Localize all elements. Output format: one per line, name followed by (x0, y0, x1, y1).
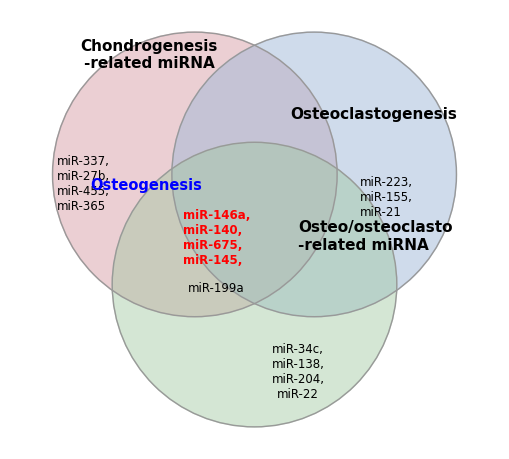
Text: Osteogenesis: Osteogenesis (90, 179, 202, 193)
Circle shape (52, 32, 337, 317)
Text: miR-146a,
miR-140,
miR-675,
miR-145,: miR-146a, miR-140, miR-675, miR-145, (183, 209, 251, 267)
Text: miR-337,
miR-27b,
miR-455,
miR-365: miR-337, miR-27b, miR-455, miR-365 (57, 155, 110, 213)
Text: miR-34c,
miR-138,
miR-204,
miR-22: miR-34c, miR-138, miR-204, miR-22 (272, 343, 325, 401)
Circle shape (172, 32, 457, 317)
Text: Osteo/osteoclasto
-related miRNA: Osteo/osteoclasto -related miRNA (298, 220, 453, 252)
Text: Osteoclastogenesis: Osteoclastogenesis (291, 107, 457, 122)
Text: miR-199a: miR-199a (188, 282, 244, 295)
Text: miR-223,
miR-155,
miR-21: miR-223, miR-155, miR-21 (360, 176, 413, 219)
Circle shape (112, 142, 397, 427)
Text: Chondrogenesis
-related miRNA: Chondrogenesis -related miRNA (80, 39, 218, 71)
